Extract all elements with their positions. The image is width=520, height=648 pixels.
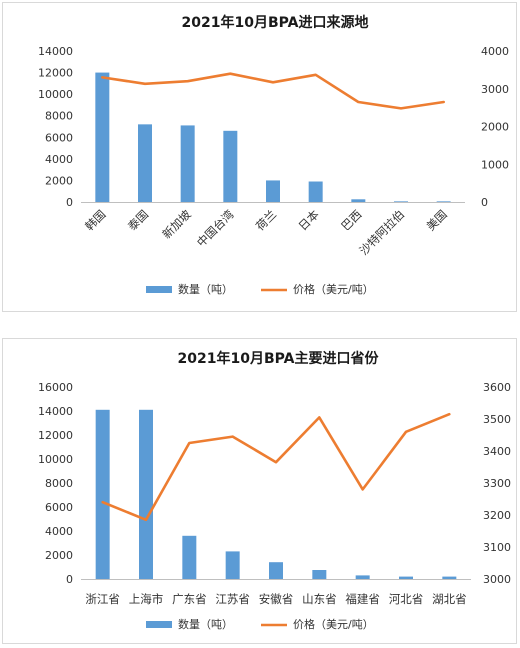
legend-swatch-quantity <box>146 286 172 293</box>
bar-quantity <box>312 570 327 579</box>
bar-quantity <box>394 201 408 202</box>
chart-title: 2021年10月BPA主要进口省份 <box>178 350 380 367</box>
category-label: 韩国 <box>82 207 108 233</box>
bar-quantity <box>138 124 152 202</box>
left-axis-tick-label: 10000 <box>38 453 73 466</box>
chart-import-sources: 2021年10月BPA进口来源地020004000600080001000012… <box>38 14 509 296</box>
left-axis-tick-label: 12000 <box>38 67 73 80</box>
category-label: 日本 <box>296 207 323 234</box>
category-label: 中国台湾 <box>194 207 237 250</box>
right-axis-tick-label: 1000 <box>481 158 509 171</box>
left-axis-tick-label: 8000 <box>45 110 73 123</box>
category-label: 湖北省 <box>432 592 467 606</box>
chart-panel-import-provinces: 2021年10月BPA主要进口省份 0 2000 4000 6000 8000 10000 1… <box>2 338 517 644</box>
right-axis-tick-label: 3500 <box>483 413 511 426</box>
legend-label-quantity: 数量（吨） <box>178 618 233 631</box>
right-axis-tick-label: 3200 <box>483 509 511 522</box>
bar-quantity <box>269 562 283 579</box>
category-label: 巴西 <box>338 207 364 233</box>
bar-quantity <box>225 551 240 579</box>
left-axis-tick-label: 2000 <box>45 174 73 187</box>
left-axis-tick-label: 6000 <box>45 501 73 514</box>
category-label: 安徽省 <box>259 592 294 606</box>
legend-label-price: 价格（美元/吨） <box>293 617 374 631</box>
legend-label-quantity: 数量（吨） <box>178 283 233 296</box>
bar-quantity <box>95 409 110 579</box>
left-axis-tick-label: 6000 <box>45 131 73 144</box>
left-axis-tick-label: 0 <box>66 573 73 586</box>
category-label: 江苏省 <box>215 592 250 606</box>
bar-quantity <box>266 180 280 202</box>
bar-quantity <box>223 130 238 202</box>
left-axis-tick-label: 16000 <box>38 381 73 394</box>
bar-quantity <box>351 199 366 202</box>
left-axis-tick-label: 2000 <box>45 549 73 562</box>
legend-label-price: 价格（美元/吨） <box>293 282 374 296</box>
category-label: 新加坡 <box>159 207 194 242</box>
category-label: 美国 <box>424 207 450 233</box>
bar-quantity <box>182 535 197 579</box>
bar-quantity <box>308 181 323 202</box>
bar-quantity <box>436 201 451 202</box>
category-label: 浙江省 <box>85 592 120 606</box>
left-axis-tick-label: 4000 <box>45 153 73 166</box>
category-label: 荷兰 <box>253 207 279 233</box>
left-axis-tick-label: 12000 <box>38 429 73 442</box>
right-axis-tick-label: 3100 <box>483 541 511 554</box>
bar-quantity <box>442 576 457 579</box>
chart-title: 2021年10月BPA进口来源地 <box>182 14 369 31</box>
category-label: 广东省 <box>172 592 207 606</box>
bar-quantity <box>355 575 370 579</box>
category-label: 泰国 <box>125 207 151 233</box>
left-axis-tick-label: 14000 <box>38 405 73 418</box>
left-axis-tick-label: 4000 <box>45 525 73 538</box>
bar-quantity <box>180 125 195 202</box>
right-axis-tick-label: 2000 <box>481 121 509 134</box>
category-label: 山东省 <box>302 592 337 606</box>
bar-quantity <box>95 72 110 202</box>
category-label: 河北省 <box>389 592 424 606</box>
chart-panel-import-sources: 2021年10月BPA进口来源地 0 2000 4000 6000 8000 10000 12… <box>2 2 517 312</box>
right-axis-tick-label: 0 <box>481 196 488 209</box>
right-axis-tick-label: 3000 <box>481 83 509 96</box>
category-label: 沙特阿拉伯 <box>357 207 408 258</box>
left-axis-tick-label: 10000 <box>38 88 73 101</box>
legend-swatch-quantity <box>146 621 172 628</box>
right-axis-tick-label: 3300 <box>483 477 511 490</box>
category-label: 福建省 <box>345 592 380 606</box>
category-label: 上海市 <box>129 592 164 606</box>
right-axis-tick-label: 3400 <box>483 445 511 458</box>
left-axis-tick-label: 8000 <box>45 477 73 490</box>
left-axis-tick-label: 14000 <box>38 45 73 58</box>
right-axis-tick-label: 3600 <box>483 381 511 394</box>
line-price <box>101 412 451 522</box>
left-axis-tick-label: 0 <box>66 196 73 209</box>
bar-quantity <box>399 576 413 579</box>
right-axis-tick-label: 3000 <box>483 573 511 586</box>
right-axis-tick-label: 4000 <box>481 45 509 58</box>
line-price <box>101 72 446 110</box>
chart-import-provinces: 2021年10月BPA主要进口省份 0 2000 4000 6000 8000 10000 1… <box>38 350 511 631</box>
bar-quantity <box>139 409 153 579</box>
